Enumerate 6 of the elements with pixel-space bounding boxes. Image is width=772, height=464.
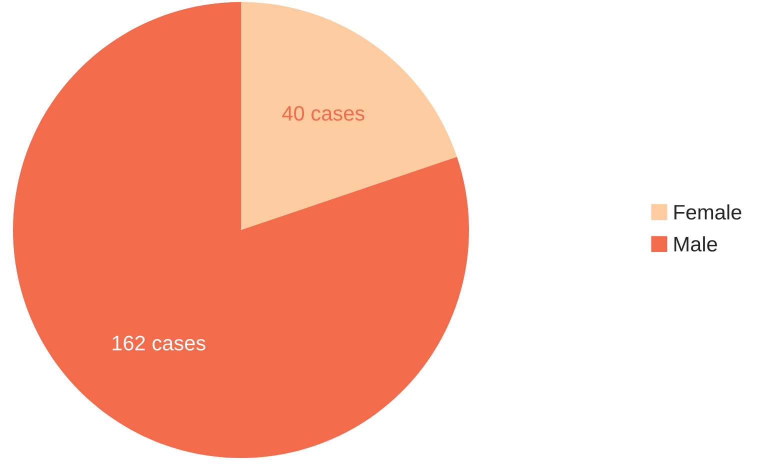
data-label: 40 cases <box>282 106 364 121</box>
pie-slice <box>13 2 469 458</box>
legend-label: Female <box>674 204 742 220</box>
data-label: 162 cases <box>112 336 206 350</box>
pie-slice <box>241 2 457 230</box>
legend-label: Male <box>674 236 717 252</box>
